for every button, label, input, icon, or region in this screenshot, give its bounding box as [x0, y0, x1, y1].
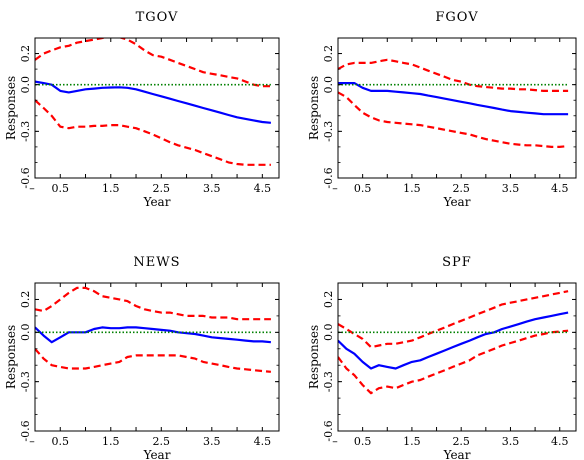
y-tick-label: -0.3	[19, 371, 32, 392]
x-tick-label: 1.5	[102, 182, 120, 195]
chart-panel-tgov: TGOV – 0.5 1.5 2.5 3.5 4.5 0.2 0.0 -0.3 -0.6 Year Re…	[4, 10, 280, 209]
plot-frame	[34, 37, 280, 179]
x-tick-label: 0.5	[354, 435, 372, 448]
x-tick-label: 1.5	[403, 435, 421, 448]
plot-frame	[337, 37, 577, 179]
x-tick-label: 2.5	[452, 435, 470, 448]
lower-band-line	[338, 91, 569, 148]
chart-title: SPF	[442, 255, 472, 270]
x-tick-label: 4.5	[551, 182, 569, 195]
x-tick-label: 3.5	[502, 182, 520, 195]
x-axis-label: Year	[443, 448, 471, 460]
x-tick-label: 4.5	[254, 182, 272, 195]
y-tick-label: -0.3	[19, 121, 32, 142]
x-tick-label: 3.5	[203, 182, 221, 195]
x-tick-label: 0.5	[354, 182, 372, 195]
y-tick-label: 0.0	[19, 76, 32, 94]
x-tick-label: 4.5	[551, 435, 569, 448]
lower-band-line	[35, 99, 271, 166]
y-tick-label: 0.0	[322, 76, 335, 94]
x-tick-label: 2.5	[452, 182, 470, 195]
x-origin-dash: –	[332, 435, 338, 448]
y-axis-label: Responses	[307, 325, 321, 389]
y-tick-label: -0.6	[322, 420, 335, 441]
lower-band-line	[338, 329, 569, 395]
y-axis-label: Responses	[4, 325, 18, 389]
y-tick-label: -0.6	[19, 420, 32, 441]
y-tick-label: 0.2	[322, 45, 335, 63]
x-axis-label: Year	[443, 195, 471, 209]
x-origin-dash: –	[332, 182, 338, 195]
plot-frame	[337, 282, 577, 432]
y-tick-label: -0.3	[322, 121, 335, 142]
upper-band-line	[35, 286, 271, 321]
x-tick-label: 0.5	[52, 435, 70, 448]
y-axis-label: Responses	[307, 76, 321, 140]
median-line	[35, 326, 272, 344]
y-tick-label: -0.3	[322, 371, 335, 392]
lower-band-line	[35, 348, 272, 373]
y-tick-label: 0.2	[19, 291, 32, 309]
plot-frame	[34, 282, 280, 432]
chart-panel-news: NEWS – 0.5 1.5 2.5 3.5 4.5 0.2 0.0 -0.3 -0.6 Year Re…	[4, 255, 280, 460]
y-axis-label: Responses	[4, 76, 18, 140]
x-axis-label: Year	[143, 448, 171, 460]
x-tick-label: 2.5	[153, 182, 171, 195]
upper-band-line	[35, 38, 271, 88]
y-tick-label: -0.6	[19, 167, 32, 188]
x-origin-dash: –	[29, 182, 35, 195]
chart-title: NEWS	[133, 255, 180, 270]
upper-band-line	[338, 58, 569, 93]
median-line	[35, 80, 272, 124]
x-tick-label: 3.5	[203, 435, 221, 448]
y-tick-label: 0.0	[19, 324, 32, 342]
y-tick-label: 0.2	[19, 45, 32, 63]
chart-panel-spf: SPF – 0.5 1.5 2.5 3.5 4.5 0.2 0.0 -0.3 -0.6 Year Res…	[307, 255, 577, 460]
x-tick-label: 1.5	[403, 182, 421, 195]
chart-title: TGOV	[136, 10, 179, 25]
x-axis-label: Year	[143, 195, 171, 209]
chart-panel-fgov: FGOV – 0.5 1.5 2.5 3.5 4.5 0.2 0.0 -0.3 -0.6 Year Re…	[307, 10, 577, 209]
x-tick-label: 3.5	[502, 435, 520, 448]
chart-title: FGOV	[435, 10, 478, 25]
upper-band-line	[338, 290, 569, 349]
y-tick-label: 0.2	[322, 291, 335, 309]
y-tick-label: -0.6	[322, 167, 335, 188]
x-tick-label: 4.5	[254, 435, 272, 448]
median-line	[338, 311, 569, 370]
x-tick-label: 0.5	[52, 182, 70, 195]
x-tick-label: 1.5	[102, 435, 120, 448]
x-origin-dash: –	[29, 435, 35, 448]
y-tick-label: 0.0	[322, 324, 335, 342]
x-tick-label: 2.5	[153, 435, 171, 448]
median-line	[338, 81, 569, 116]
